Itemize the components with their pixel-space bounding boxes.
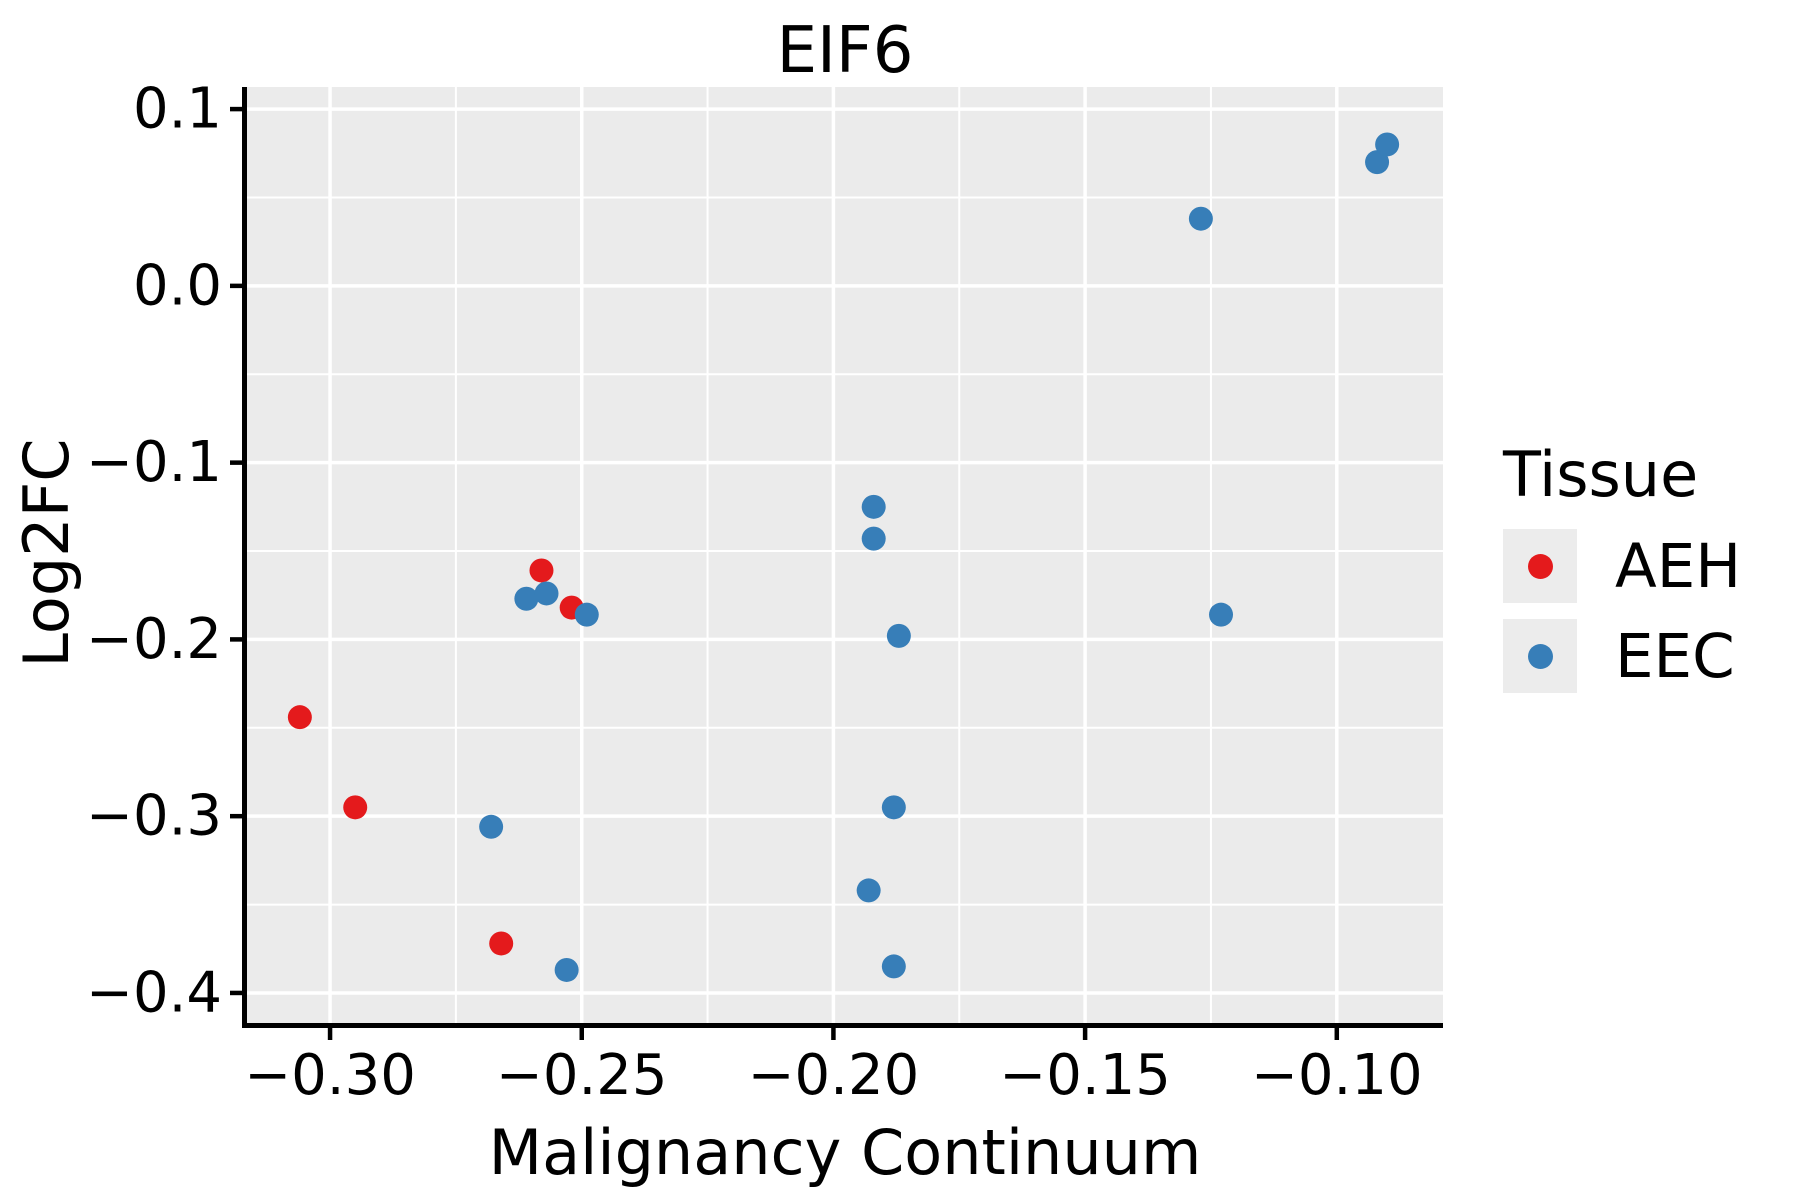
data-point-eec (574, 602, 599, 627)
chart-title: EIF6 (776, 14, 914, 88)
x-axis-title: Malignancy Continuum (488, 1116, 1202, 1189)
x-tick-label: −0.30 (244, 1043, 416, 1108)
data-point-eec (514, 586, 539, 611)
y-tick-label: −0.2 (86, 607, 222, 672)
data-point-eec (534, 581, 559, 606)
y-tick-label: −0.3 (86, 784, 222, 849)
data-point-eec (1365, 150, 1390, 175)
x-tick-label: −0.25 (496, 1043, 668, 1108)
y-tick-label: 0.0 (133, 253, 222, 318)
data-point-aeh (343, 795, 368, 820)
legend-label-aeh: AEH (1615, 530, 1742, 602)
legend-key (1503, 529, 1577, 603)
legend: Tissue AEH EEC (1503, 438, 1741, 709)
eec-point-icon (1527, 643, 1553, 669)
legend-label-eec: EEC (1615, 620, 1735, 692)
data-point-eec (1375, 132, 1400, 157)
data-point-eec (554, 957, 579, 982)
data-point-eec (881, 954, 906, 979)
data-point-eec (479, 814, 504, 839)
data-point-eec (1188, 206, 1213, 231)
data-point-aeh (529, 558, 554, 583)
legend-key (1503, 619, 1577, 693)
data-point-eec (861, 494, 886, 519)
x-tick-label: −0.20 (748, 1043, 920, 1108)
data-point-aeh (287, 705, 312, 730)
legend-title: Tissue (1503, 438, 1699, 511)
data-point-eec (861, 526, 886, 551)
y-tick-label: 0.1 (133, 77, 222, 142)
x-tick-label: −0.15 (999, 1043, 1171, 1108)
legend-entry-aeh: AEH (1503, 529, 1741, 603)
data-point-eec (856, 878, 881, 903)
y-axis-title: Log2FC (10, 438, 83, 668)
panel-background (247, 87, 1443, 1023)
data-point-eec (881, 795, 906, 820)
aeh-point-icon (1527, 553, 1553, 579)
data-point-eec (886, 623, 911, 648)
data-point-eec (1209, 602, 1234, 627)
data-point-aeh (489, 931, 514, 956)
legend-entry-eec: EEC (1503, 619, 1741, 693)
y-tick-label: −0.4 (86, 960, 222, 1025)
y-tick-label: −0.1 (86, 430, 222, 495)
x-tick-label: −0.10 (1251, 1043, 1423, 1108)
